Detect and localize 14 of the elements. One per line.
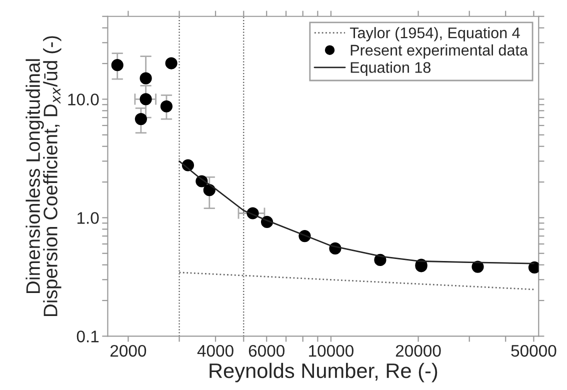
x-tick-label: 10000 [309, 344, 354, 357]
x-tick-label: 6000 [248, 344, 284, 357]
x-tick-label: 2000 [110, 344, 146, 357]
x-tick-label: 50000 [511, 344, 556, 357]
legend-label: Equation 18 [350, 62, 431, 76]
y-tick-label: 1.0 [78, 212, 99, 224]
y-tick-label: 0.1 [76, 330, 99, 342]
legend-label: Present experimental data [350, 44, 528, 59]
y-axis-title: Dimensionless Longitudinal Dispersion Coefficient, D$_{xx}$/ūd (-) [26, 36, 62, 316]
x-tick-label: 20000 [396, 344, 441, 357]
legend-label: Taylor (1954), Equation 4 [350, 27, 520, 42]
y-tick-label: 10.0 [68, 94, 99, 106]
x-axis-title: Reynolds Number, Re (-) [210, 362, 438, 382]
x-tick-label: 4000 [197, 344, 234, 357]
